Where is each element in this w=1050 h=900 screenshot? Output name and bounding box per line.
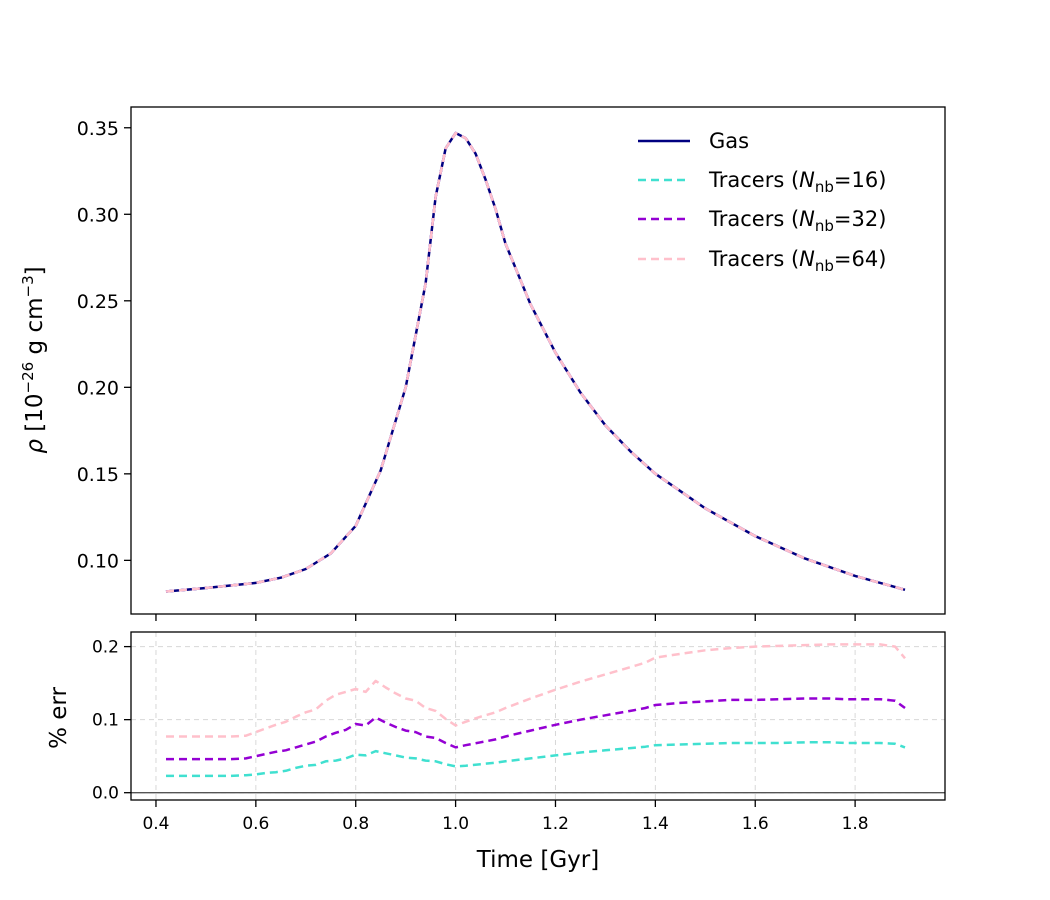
density-y-tick-label-0-20: 0.20 — [77, 377, 119, 399]
error-y-tick-label-0-1: 0.1 — [92, 711, 119, 731]
density-y-tick-label-0-35: 0.35 — [77, 118, 119, 140]
error-x-tick-label-1-6: 1.6 — [742, 814, 769, 834]
error-x-tick-label-1-2: 1.2 — [542, 814, 569, 834]
legend-nnb64-suffix: =64) — [834, 247, 887, 271]
error-axes-frame — [130, 631, 946, 801]
error-y-ticks: 0.0 0.1 0.2 — [92, 638, 131, 804]
legend-nnb32-prefix: Tracers ( — [708, 207, 799, 231]
error-x-tick-label-1-8: 1.8 — [842, 814, 869, 834]
error-line-nnb32 — [166, 697, 906, 761]
legend-nnb16-sub: nb — [815, 178, 834, 196]
legend-label-nnb16: Tracers (Nnb=16) — [708, 168, 886, 196]
legend: Gas Tracers (Nnb=16) Tracers (Nnb=32) Tr… — [638, 129, 886, 275]
ylabel-open: [10 — [22, 393, 48, 431]
density-y-tick-label-0-30: 0.30 — [77, 204, 119, 226]
density-x-ticks — [155, 614, 856, 621]
error-x-tick-label-1-4: 1.4 — [642, 814, 669, 834]
error-line-nnb64 — [166, 643, 906, 738]
legend-label-gas: Gas — [709, 129, 749, 153]
ylabel-exp2: −3 — [19, 275, 37, 297]
legend-nnb64-prefix: Tracers ( — [708, 247, 799, 271]
error-y-tick-label-0-2: 0.2 — [92, 638, 119, 658]
error-y-axis-title: % err — [46, 687, 72, 749]
density-y-ticks: 0.10 0.15 0.20 0.25 0.30 0.35 — [77, 118, 131, 572]
density-y-tick-label-0-10: 0.10 — [77, 550, 119, 572]
legend-label-nnb64: Tracers (Nnb=64) — [708, 247, 886, 275]
error-x-tick-label-0-6: 0.6 — [242, 814, 269, 834]
density-y-tick-label-0-15: 0.15 — [77, 464, 119, 486]
rho-symbol: ρ — [22, 439, 48, 454]
legend-nnb32-sym: N — [799, 207, 815, 231]
ylabel-close: ] — [22, 266, 48, 275]
legend-nnb64-sym: N — [799, 247, 815, 271]
error-y-tick-label-0-0: 0.0 — [92, 784, 119, 804]
legend-label-nnb32: Tracers (Nnb=32) — [708, 207, 886, 235]
error-x-tick-label-0-4: 0.4 — [142, 814, 169, 834]
error-line-nnb16 — [166, 741, 906, 778]
error-x-tick-label-0-8: 0.8 — [342, 814, 369, 834]
density-axes-frame — [130, 106, 946, 615]
density-y-axis-title: ρ [10−26 g cm−3] — [19, 266, 48, 453]
error-panel: 0.4 0.6 0.8 1.0 1.2 1.4 1.6 1.8 0.0 0.1 0.2 % err… — [46, 631, 946, 873]
density-series-lines — [165, 131, 906, 593]
legend-nnb32-sub: nb — [815, 217, 834, 235]
legend-nnb64-sub: nb — [815, 257, 834, 275]
ylabel-exp: −26 — [19, 362, 37, 394]
legend-nnb16-prefix: Tracers ( — [708, 168, 799, 192]
density-y-tick-label-0-25: 0.25 — [77, 291, 119, 313]
error-x-tick-label-1-0: 1.0 — [442, 814, 469, 834]
ylabel-unit: g cm — [22, 298, 48, 362]
density-line-nnb64 — [165, 131, 906, 593]
legend-nnb16-suffix: =16) — [834, 168, 887, 192]
error-series-lines — [166, 643, 906, 778]
error-x-ticks: 0.4 0.6 0.8 1.0 1.2 1.4 1.6 1.8 — [142, 800, 869, 834]
density-panel: 0.10 0.15 0.20 0.25 0.30 0.35 ρ [10−26 g cm−3… — [19, 106, 946, 621]
x-axis-title: Time [Gyr] — [476, 847, 599, 873]
legend-nnb16-sym: N — [799, 168, 815, 192]
legend-nnb32-suffix: =32) — [834, 207, 887, 231]
